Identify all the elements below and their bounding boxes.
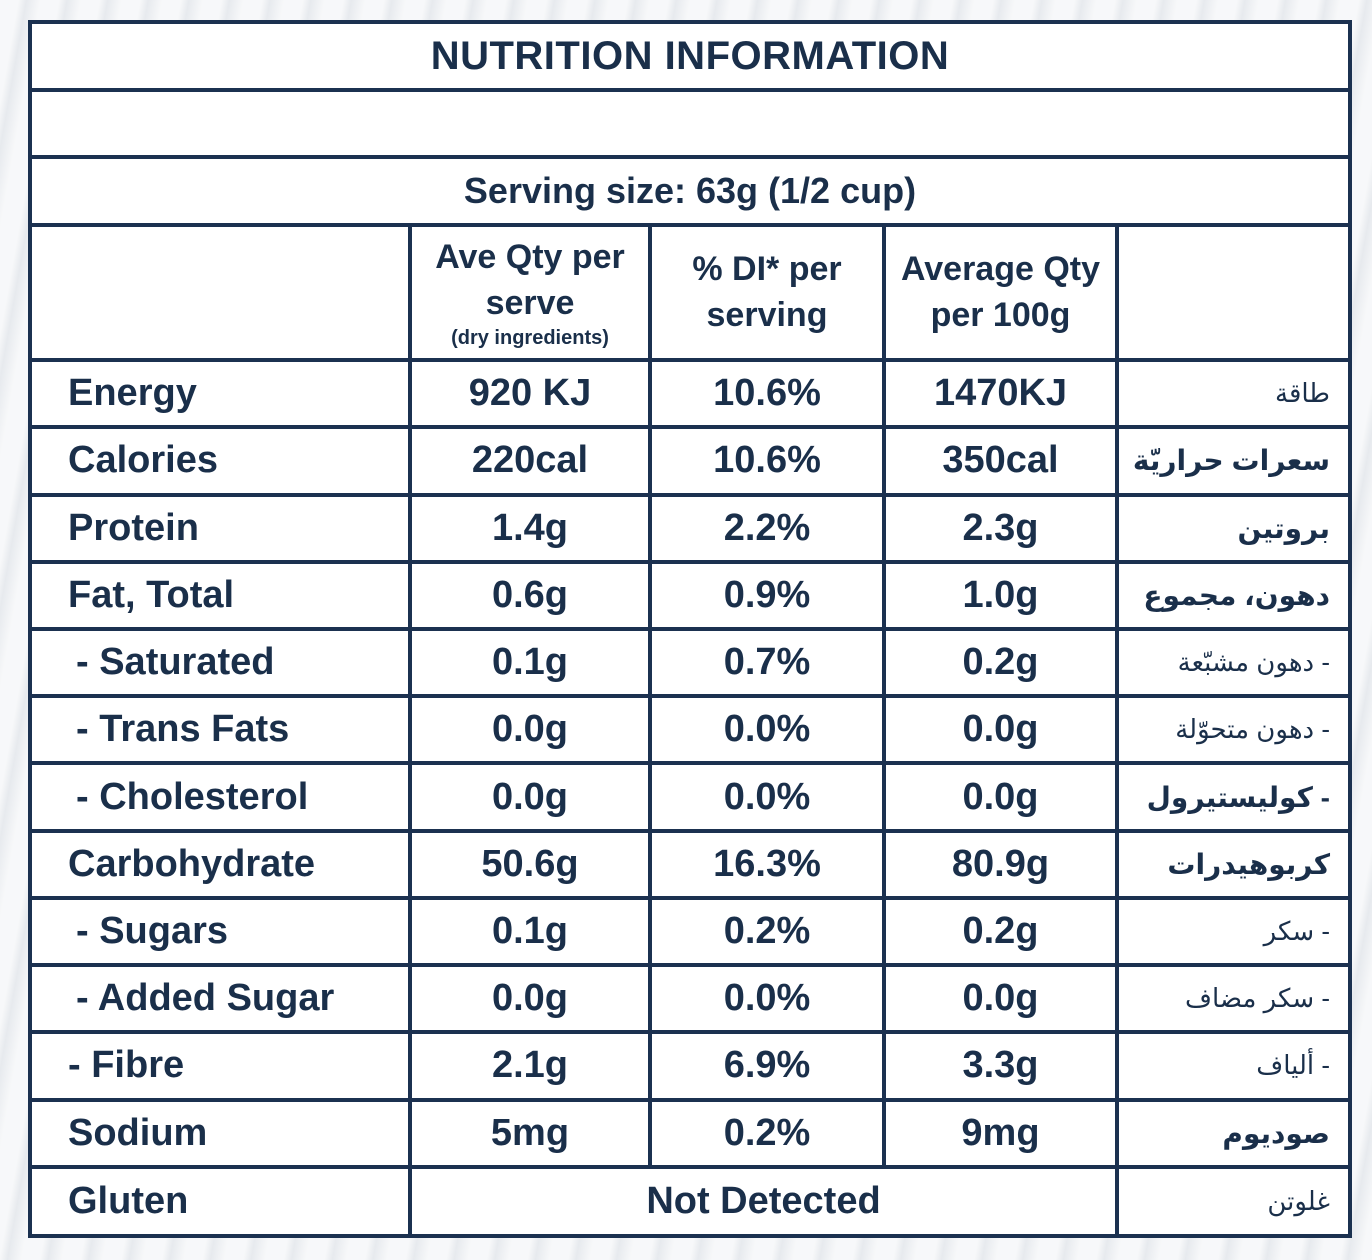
nutrient-name: Gluten (32, 1164, 412, 1234)
header-empty-right (1115, 222, 1348, 363)
value-per-serve: 1.4g (408, 492, 652, 564)
nutrient-name: - Added Sugar (32, 963, 412, 1035)
value-per-100g: 0.0g (882, 963, 1119, 1035)
value-per-serve: 0.6g (408, 559, 652, 631)
table-title: NUTRITION INFORMATION (32, 24, 1348, 93)
value-per-serve: 0.0g (408, 694, 652, 766)
nutrition-panel: NUTRITION INFORMATION Serving size: 63g … (28, 20, 1352, 1238)
value-per-serve: 0.1g (408, 626, 652, 699)
value-di: 0.9% (648, 559, 886, 631)
nutrient-name: - Fibre (32, 1030, 412, 1102)
value-per-100g: 80.9g (882, 828, 1119, 900)
nutrient-name: Protein (32, 492, 412, 564)
table-row: Fat, Total 0.6g 0.9% 1.0g دهون، مجموع (32, 559, 1348, 631)
table-row: Protein 1.4g 2.2% 2.3g بروتين (32, 492, 1348, 564)
value-per-serve: 920 KJ (408, 358, 652, 430)
value-per-100g: 2.3g (882, 492, 1119, 564)
nutrient-name-arabic: - سكر (1115, 895, 1348, 968)
nutrient-name-arabic: صوديوم (1115, 1097, 1348, 1169)
value-di: 0.0% (648, 694, 886, 766)
nutrient-name-arabic: - دهون متحوّلة (1115, 694, 1348, 766)
value-per-100g: 350cal (882, 425, 1119, 497)
value-di: 0.7% (648, 626, 886, 699)
nutrient-name-arabic: - ألياف (1115, 1030, 1348, 1102)
nutrient-name: - Sugars (32, 895, 412, 968)
table-row: Calories 220cal 10.6% 350cal سعرات حراري… (32, 425, 1348, 497)
serving-size: Serving size: 63g (1/2 cup) (32, 155, 1348, 227)
nutrient-name: Calories (32, 425, 412, 497)
nutrient-name-arabic: - سكر مضاف (1115, 963, 1348, 1035)
nutrient-name-arabic: - دهون مشبّعة (1115, 626, 1348, 699)
nutrient-name-arabic: طاقة (1115, 358, 1348, 430)
header-dry-ingredients: (dry ingredients) (451, 327, 609, 350)
value-per-100g: 1470KJ (882, 358, 1119, 430)
serving-row: Serving size: 63g (1/2 cup) (32, 155, 1348, 227)
nutrition-table: NUTRITION INFORMATION Serving size: 63g … (32, 24, 1348, 1234)
table-row: Carbohydrate 50.6g 16.3% 80.9g كربوهيدرا… (32, 828, 1348, 900)
title-row: NUTRITION INFORMATION (32, 24, 1348, 93)
value-per-serve: 0.0g (408, 963, 652, 1035)
value-per-serve: 0.0g (408, 761, 652, 833)
value-di: 0.2% (648, 895, 886, 968)
table-row: - Trans Fats 0.0g 0.0% 0.0g - دهون متحوّ… (32, 694, 1348, 766)
nutrient-name: - Saturated (32, 626, 412, 699)
value-di: 16.3% (648, 828, 886, 900)
table-row: - Added Sugar 0.0g 0.0% 0.0g - سكر مضاف (32, 963, 1348, 1035)
table-row: Energy 920 KJ 10.6% 1470KJ طاقة (32, 358, 1348, 430)
nutrient-name-arabic: سعرات حراريّة (1115, 425, 1348, 497)
value-per-100g: 0.2g (882, 895, 1119, 968)
nutrient-name-arabic: غلوتن (1115, 1164, 1348, 1234)
nutrient-name-arabic: بروتين (1115, 492, 1348, 564)
nutrient-name: - Trans Fats (32, 694, 412, 766)
value-per-serve: 0.1g (408, 895, 652, 968)
value-per-100g: 0.0g (882, 761, 1119, 833)
header-avg-qty-100g: Average Qty per 100g (882, 222, 1119, 363)
gluten-row: Gluten Not Detected غلوتن (32, 1164, 1348, 1234)
nutrient-name-arabic: - كوليستيرول (1115, 761, 1348, 833)
header-empty-left (32, 222, 412, 363)
nutrient-name: Fat, Total (32, 559, 412, 631)
value-per-100g: 9mg (882, 1097, 1119, 1169)
header-ave-qty-serve-label: Ave Qty per serve (435, 238, 625, 323)
table-row: - Saturated 0.1g 0.7% 0.2g - دهون مشبّعة (32, 626, 1348, 699)
value-per-serve: 220cal (408, 425, 652, 497)
value-di: 10.6% (648, 425, 886, 497)
nutrient-name-arabic: دهون، مجموع (1115, 559, 1348, 631)
value-di: 2.2% (648, 492, 886, 564)
nutrient-name: Carbohydrate (32, 828, 412, 900)
nutrient-name: Sodium (32, 1097, 412, 1169)
nutrient-name: - Cholesterol (32, 761, 412, 833)
value-di: 0.2% (648, 1097, 886, 1169)
value-per-serve: 50.6g (408, 828, 652, 900)
header-di-per-serving: % DI* per serving (648, 222, 886, 363)
nutrient-name: Energy (32, 358, 412, 430)
table-row: Sodium 5mg 0.2% 9mg صوديوم (32, 1097, 1348, 1169)
header-row: Ave Qty per serve (dry ingredients) % DI… (32, 222, 1348, 363)
blank-cell (32, 88, 1348, 160)
table-row: - Fibre 2.1g 6.9% 3.3g - ألياف (32, 1030, 1348, 1102)
gluten-value: Not Detected (408, 1164, 1119, 1234)
value-di: 0.0% (648, 761, 886, 833)
table-row: - Sugars 0.1g 0.2% 0.2g - سكر (32, 895, 1348, 968)
value-per-100g: 0.0g (882, 694, 1119, 766)
value-di: 0.0% (648, 963, 886, 1035)
header-ave-qty-serve: Ave Qty per serve (dry ingredients) (408, 222, 652, 363)
blank-row (32, 88, 1348, 160)
value-di: 6.9% (648, 1030, 886, 1102)
value-per-100g: 0.2g (882, 626, 1119, 699)
value-per-100g: 3.3g (882, 1030, 1119, 1102)
table-row: - Cholesterol 0.0g 0.0% 0.0g - كوليستيرو… (32, 761, 1348, 833)
value-per-100g: 1.0g (882, 559, 1119, 631)
nutrient-name-arabic: كربوهيدرات (1115, 828, 1348, 900)
value-di: 10.6% (648, 358, 886, 430)
value-per-serve: 5mg (408, 1097, 652, 1169)
value-per-serve: 2.1g (408, 1030, 652, 1102)
